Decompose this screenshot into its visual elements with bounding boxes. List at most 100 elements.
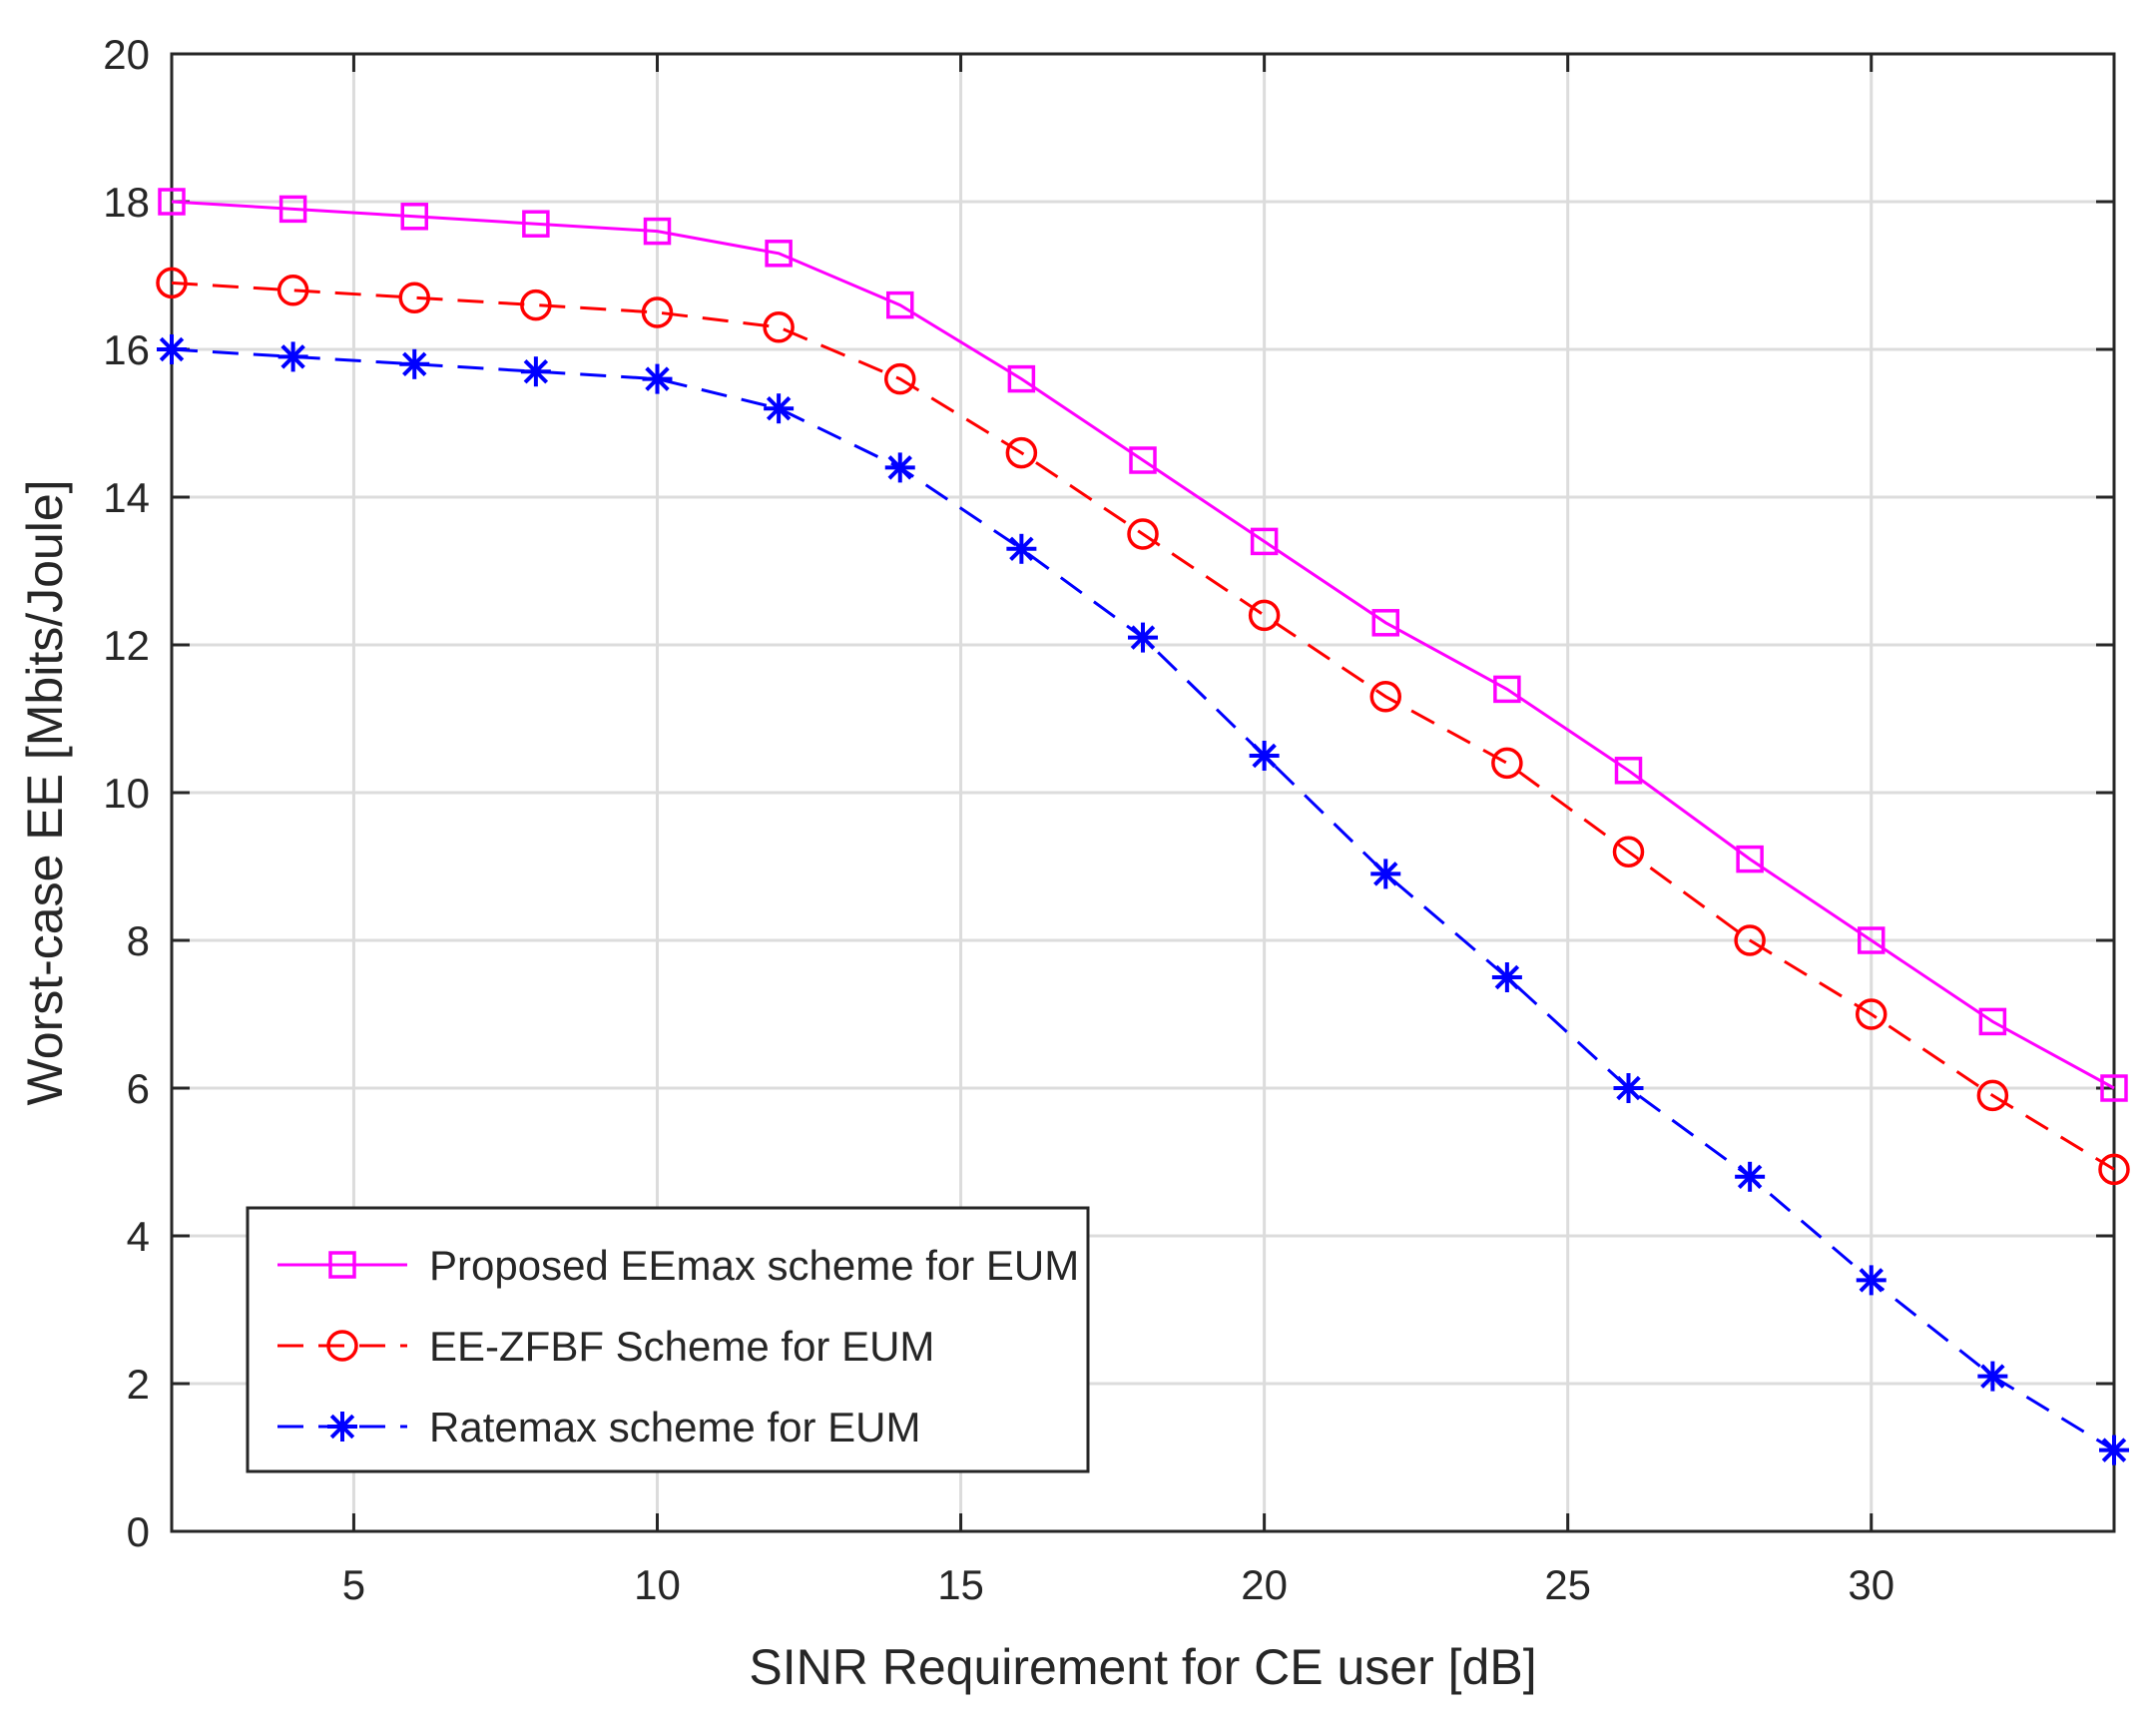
asterisk-stroke xyxy=(887,455,912,480)
data-point xyxy=(398,282,430,313)
x-axis-title: SINR Requirement for CE user [dB] xyxy=(749,1639,1536,1695)
axes: 5 10 15 20 25 30 0 2 4 6 8 10 12 14 16 18 20 xyxy=(103,31,2116,1608)
x-tick-label: 15 xyxy=(937,1561,984,1608)
asterisk-stroke xyxy=(329,1414,355,1440)
legend: Proposed EEmax scheme for EUM EE-ZFBF Sch… xyxy=(246,1206,1090,1473)
x-tick-label: 10 xyxy=(634,1561,681,1608)
asterisk-stroke xyxy=(1373,862,1398,886)
data-point xyxy=(1371,609,1399,637)
data-point xyxy=(277,341,308,372)
data-point xyxy=(1127,518,1159,550)
y-tick-label: 6 xyxy=(127,1065,150,1112)
data-point xyxy=(884,362,916,395)
asterisk-stroke xyxy=(1616,1075,1641,1101)
data-point xyxy=(157,334,187,364)
legend-entry: Proposed EEmax scheme for EUM xyxy=(277,1242,1079,1289)
asterisk-stroke xyxy=(1494,964,1520,990)
y-tick-label: 10 xyxy=(103,770,150,817)
x-tick-label: 20 xyxy=(1241,1561,1288,1608)
data-point xyxy=(886,290,914,319)
legend-box xyxy=(246,1206,1090,1473)
legend-marker xyxy=(326,1330,358,1362)
data-point xyxy=(399,348,430,379)
data-point xyxy=(1977,1361,2008,1392)
y-tick-label: 20 xyxy=(103,31,150,78)
data-point xyxy=(520,289,552,321)
legend-entry: EE-ZFBF Scheme for EUM xyxy=(277,1323,934,1370)
series-2 xyxy=(157,334,2129,1465)
asterisk-stroke xyxy=(1252,743,1277,769)
data-point xyxy=(1493,675,1521,704)
data-point xyxy=(1734,924,1766,956)
data-point xyxy=(1369,681,1401,713)
data-point xyxy=(1614,757,1643,785)
data-point xyxy=(1612,836,1645,868)
asterisk-stroke xyxy=(766,395,792,421)
y-tick-label: 12 xyxy=(103,622,150,669)
asterisk-stroke xyxy=(2101,1438,2127,1462)
legend-marker xyxy=(327,1412,357,1442)
data-point xyxy=(1249,741,1280,771)
x-tick-label: 25 xyxy=(1544,1561,1591,1608)
data-point xyxy=(1856,1265,1886,1296)
legend-label: Proposed EEmax scheme for EUM xyxy=(429,1242,1079,1289)
data-point xyxy=(156,267,188,299)
data-point xyxy=(1250,527,1279,556)
y-tick-label: 18 xyxy=(103,179,150,226)
data-point xyxy=(764,393,795,424)
x-tick-label: 5 xyxy=(342,1561,365,1608)
series-0 xyxy=(158,188,2128,1102)
data-point xyxy=(765,240,793,268)
data-point xyxy=(1856,998,1887,1030)
asterisk-stroke xyxy=(1130,625,1156,650)
data-point xyxy=(520,356,551,387)
data-point xyxy=(522,210,550,238)
legend-marker xyxy=(328,1251,356,1279)
series-layer xyxy=(156,188,2130,1465)
asterisk-stroke xyxy=(280,344,305,369)
data-point xyxy=(1491,962,1522,992)
asterisk-stroke xyxy=(1009,536,1034,562)
asterisk-stroke xyxy=(1859,1268,1884,1293)
data-point xyxy=(884,452,915,483)
data-point xyxy=(1006,533,1037,564)
data-point xyxy=(400,203,428,231)
data-point xyxy=(1858,926,1886,954)
y-tick-label: 4 xyxy=(127,1213,150,1260)
y-tick-label: 8 xyxy=(127,917,150,964)
data-point xyxy=(1736,845,1764,873)
data-point xyxy=(1128,622,1158,653)
asterisk-stroke xyxy=(1737,1164,1763,1190)
data-point xyxy=(278,195,307,224)
data-point xyxy=(1248,599,1281,632)
legend-label: Ratemax scheme for EUM xyxy=(429,1404,920,1450)
data-point xyxy=(2100,1074,2128,1102)
series-line xyxy=(171,281,2115,1171)
data-point xyxy=(1007,364,1036,393)
data-point xyxy=(763,311,795,343)
y-tick-label: 16 xyxy=(103,326,150,373)
data-point xyxy=(1129,446,1157,474)
data-point xyxy=(641,296,674,328)
asterisk-stroke xyxy=(159,336,185,362)
data-point xyxy=(2099,1435,2129,1465)
legend-entry: Ratemax scheme for EUM xyxy=(277,1404,920,1450)
asterisk-stroke xyxy=(1980,1364,2005,1389)
data-point xyxy=(1370,859,1401,889)
y-axis-title: Worst-case EE [Mbits/Joule] xyxy=(17,479,73,1105)
series-1 xyxy=(156,267,2130,1186)
data-point xyxy=(1491,747,1523,780)
data-point xyxy=(1978,1007,2007,1036)
data-point xyxy=(1005,436,1038,469)
y-tick-label: 0 xyxy=(127,1508,150,1555)
data-point xyxy=(643,217,672,246)
data-point xyxy=(1735,1161,1766,1192)
legend-label: EE-ZFBF Scheme for EUM xyxy=(429,1323,934,1370)
asterisk-stroke xyxy=(645,366,670,391)
data-point xyxy=(2098,1153,2130,1186)
series-line xyxy=(171,200,2115,1090)
asterisk-stroke xyxy=(523,358,549,384)
data-point xyxy=(158,188,186,216)
